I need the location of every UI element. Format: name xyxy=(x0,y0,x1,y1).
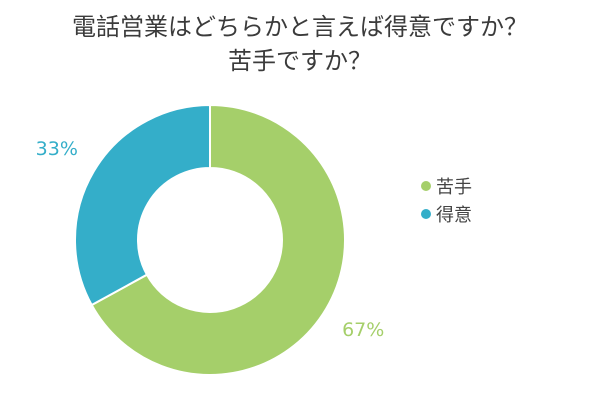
chart-title-line-1: 電話営業はどちらかと言えば得意ですか？ xyxy=(72,13,528,41)
legend-label-tokui: 得意 xyxy=(436,205,472,226)
chart-legend: 苦手 得意 xyxy=(421,172,472,228)
slice-label-nigate: 67% xyxy=(342,319,384,341)
slice-label-tokui: 33% xyxy=(36,138,78,160)
legend-item-tokui: 得意 xyxy=(421,200,472,228)
donut-slices xyxy=(74,103,346,376)
legend-swatch-tokui xyxy=(421,209,431,219)
donut-slice-tokui xyxy=(74,103,211,307)
donut-slice-nigate xyxy=(90,103,346,376)
legend-label-nigate: 苦手 xyxy=(436,177,472,198)
legend-swatch-nigate xyxy=(421,181,431,191)
slice-labels: 67% 33% xyxy=(36,138,385,341)
chart-title-line-2: 苦手ですか？ xyxy=(228,47,372,75)
chart-title: 電話営業はどちらかと言えば得意ですか？ 苦手ですか？ xyxy=(0,10,600,78)
legend-item-nigate: 苦手 xyxy=(421,172,472,200)
